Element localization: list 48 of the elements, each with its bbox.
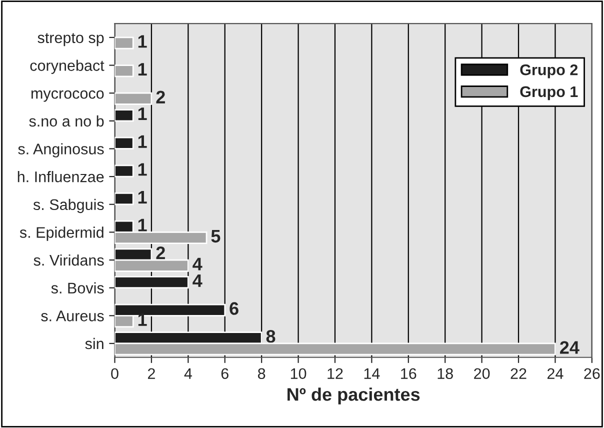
x-tick-label: 26 xyxy=(584,368,600,380)
y-tick-label: s. Aureus xyxy=(41,310,104,322)
data-label: 4 xyxy=(192,258,202,270)
x-tick-label: 2 xyxy=(148,368,155,379)
data-label: 24 xyxy=(560,341,580,354)
data-label: 1 xyxy=(138,313,147,326)
data-label: 8 xyxy=(266,330,276,343)
data-label: 1 xyxy=(138,163,147,176)
x-tick-label: 8 xyxy=(258,368,266,380)
y-tick-label: s. Bovis xyxy=(51,282,104,294)
bar xyxy=(114,92,152,105)
data-label: 5 xyxy=(211,230,220,243)
x-tick-label: 18 xyxy=(438,368,453,380)
x-tick-label: 14 xyxy=(364,368,380,379)
y-tick-label: s. Epidermid xyxy=(20,226,104,241)
data-label: 4 xyxy=(192,274,202,287)
data-label: 1 xyxy=(138,35,147,48)
y-tick-label: h. Influenzae xyxy=(18,171,104,182)
data-label: 1 xyxy=(138,63,147,76)
data-label: 1 xyxy=(138,191,147,204)
x-tick-label: 0 xyxy=(111,368,118,380)
data-label: 1 xyxy=(138,135,147,148)
y-tick-label: s. Sabguis xyxy=(33,198,104,214)
x-tick-label: 20 xyxy=(474,368,490,380)
data-label: 2 xyxy=(156,246,165,260)
x-tick-label: 6 xyxy=(221,368,228,380)
x-tick-label: 12 xyxy=(328,368,343,379)
y-tick-label: sin xyxy=(85,338,104,350)
y-tick-label: mycrococo xyxy=(32,90,104,102)
x-tick-label: 10 xyxy=(290,368,306,380)
y-tick-label: corynebact xyxy=(30,60,104,74)
bar xyxy=(114,64,134,78)
data-label: 1 xyxy=(138,108,147,120)
x-axis-title: Nº de pacientes xyxy=(288,388,420,404)
x-tick-label: 16 xyxy=(401,368,416,380)
y-tick-label: strepto sp xyxy=(38,33,104,46)
y-tick-label: s.no a no b xyxy=(29,115,104,127)
legend-label: Grupo 2 xyxy=(520,64,578,78)
bar xyxy=(114,36,134,50)
data-label: 1 xyxy=(138,218,147,232)
legend-label: Grupo 1 xyxy=(520,86,578,100)
data-label: 6 xyxy=(230,302,238,315)
x-tick-label: 24 xyxy=(547,368,564,379)
x-tick-label: 4 xyxy=(184,368,192,379)
data-label: 2 xyxy=(156,90,165,104)
y-tick-label: s. Anginosus xyxy=(18,143,104,158)
y-tick-label: s. Viridans xyxy=(34,254,104,266)
x-tick-label: 22 xyxy=(510,368,526,379)
